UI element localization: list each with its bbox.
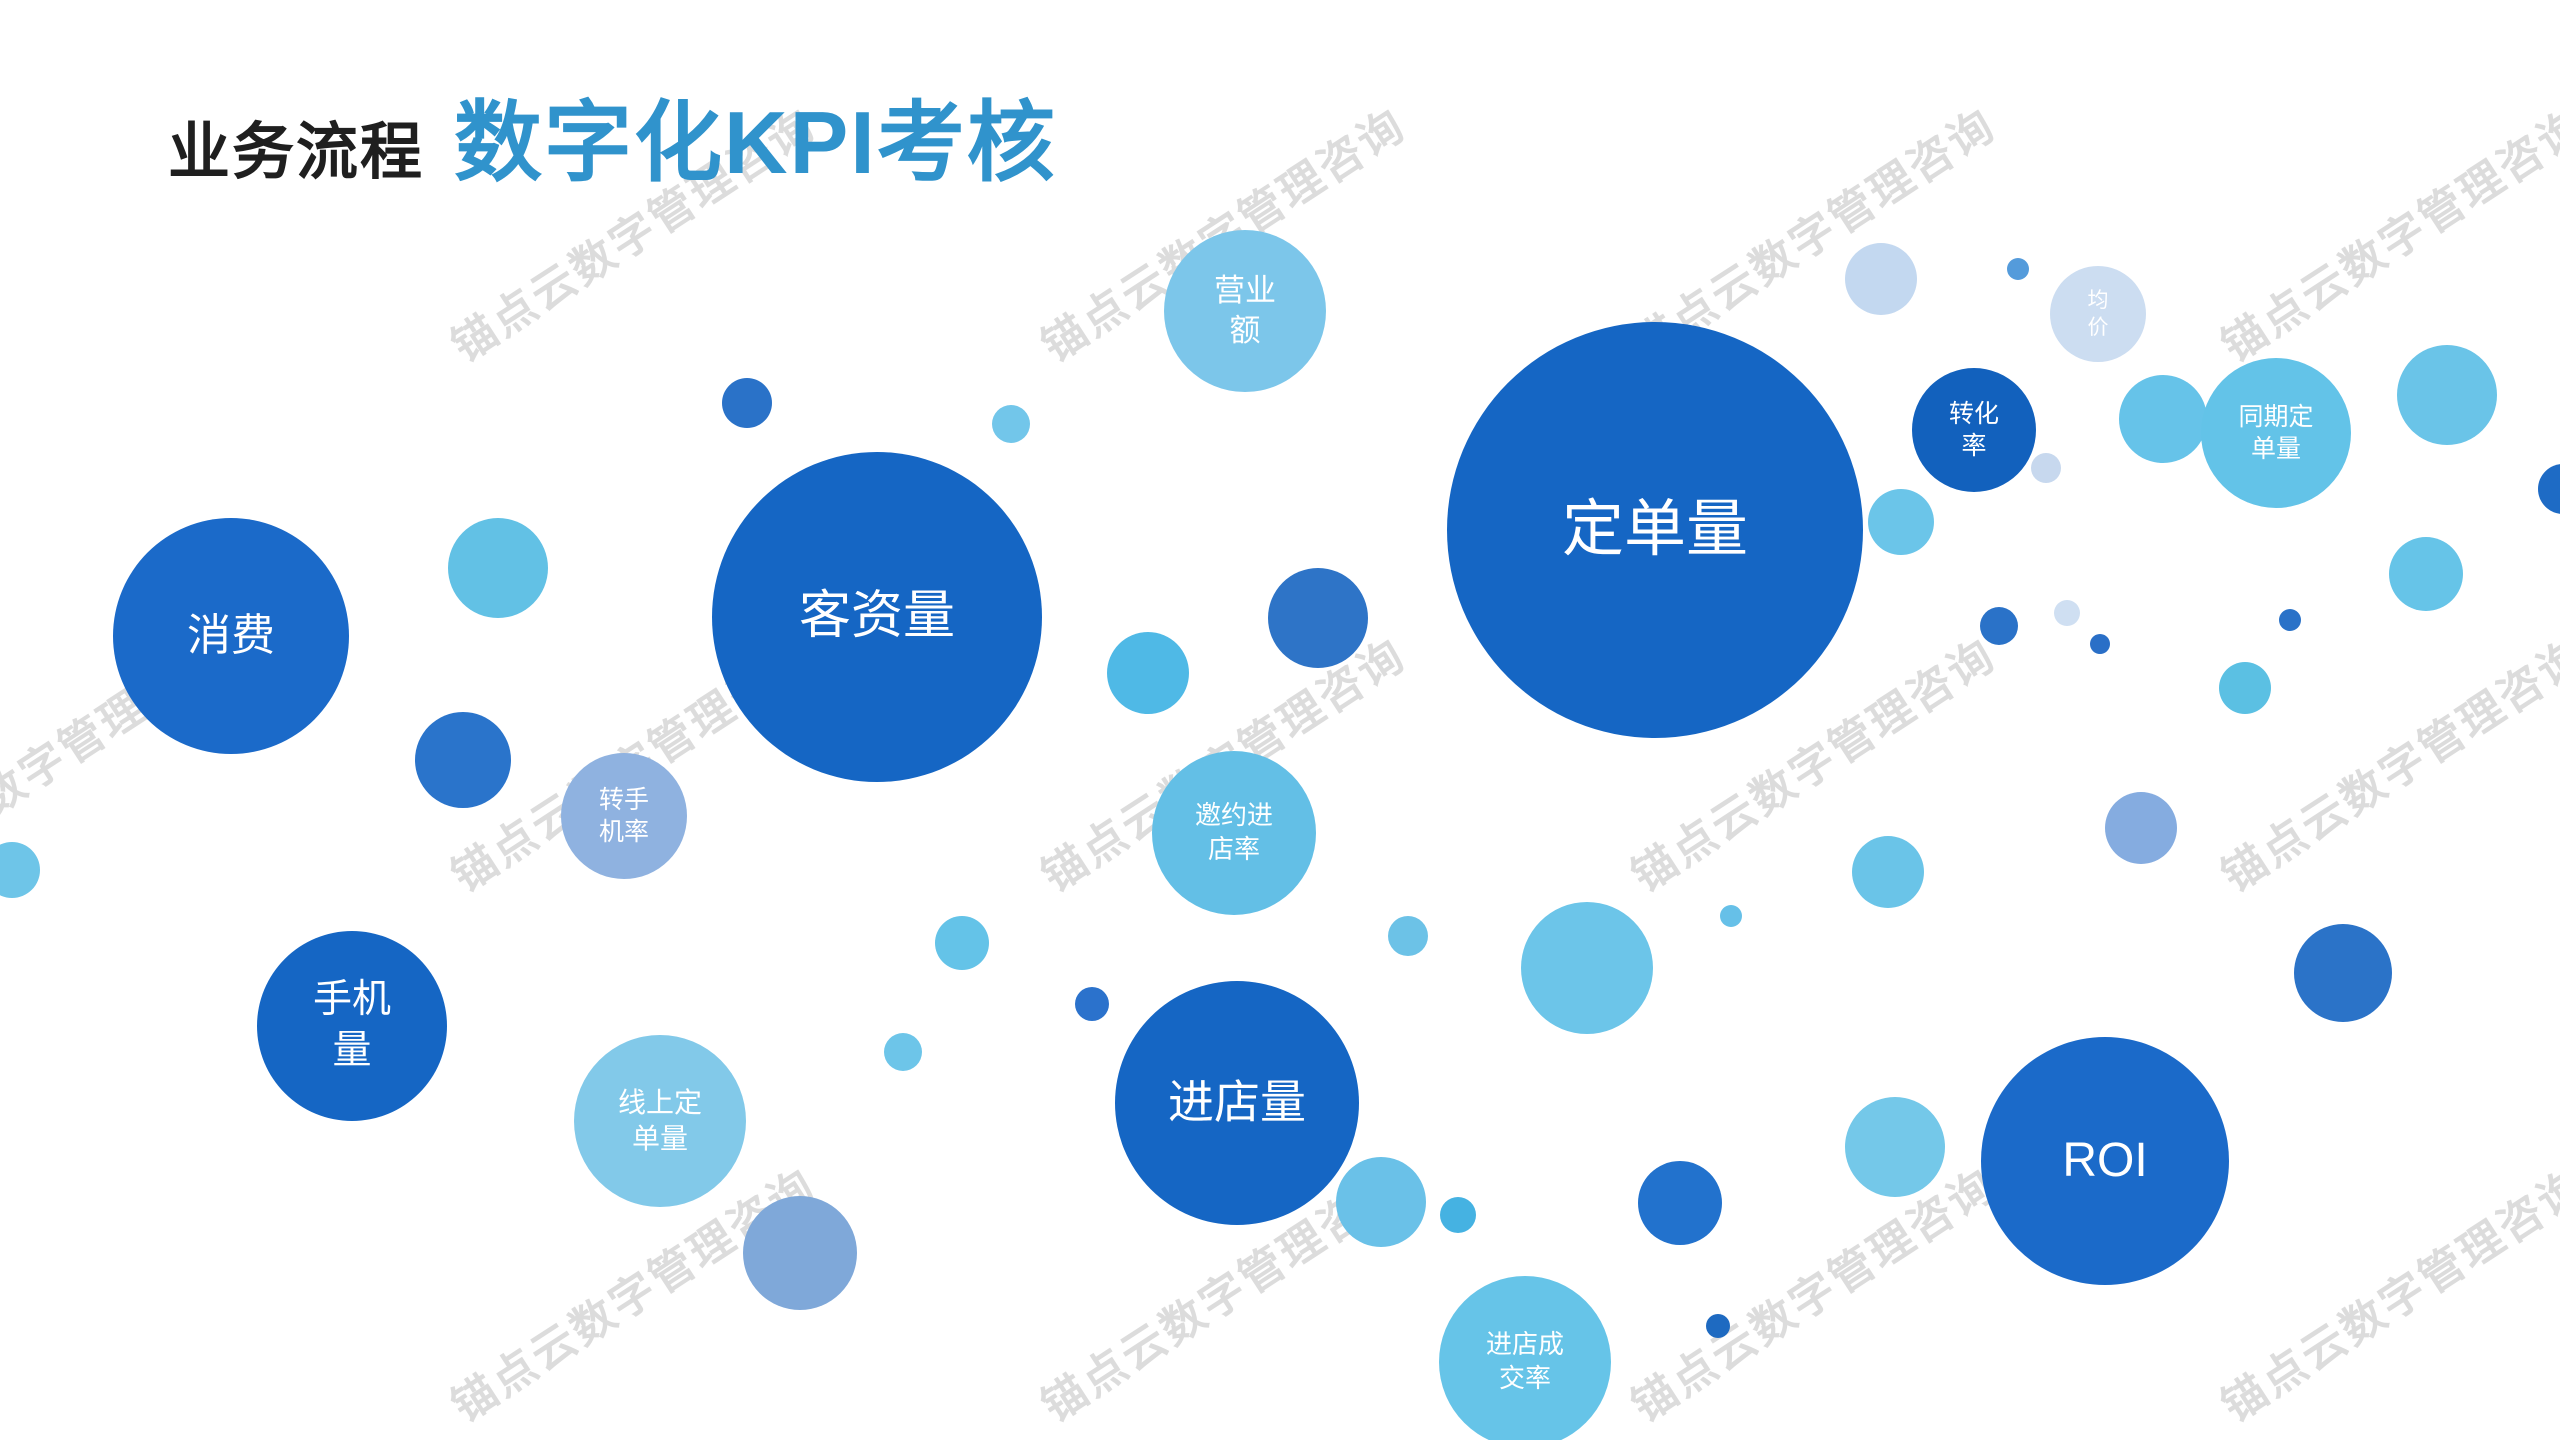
decor-circle bbox=[1521, 902, 1653, 1034]
decor-circle bbox=[1868, 489, 1934, 555]
title-main: 数字化KPI考核 bbox=[454, 93, 1057, 192]
decor-circle bbox=[2031, 453, 2061, 483]
kpi-bubble-same-period-orders: 同期定 单量 bbox=[2201, 358, 2351, 508]
kpi-bubble-visit-close-rate: 进店成 交率 bbox=[1439, 1276, 1611, 1440]
kpi-bubble-label: 客资量 bbox=[798, 587, 955, 646]
title-prefix: 业务流程 bbox=[168, 118, 425, 187]
kpi-bubble-label: 转手 机率 bbox=[598, 785, 649, 847]
decor-circle bbox=[1336, 1157, 1426, 1247]
decor-circle bbox=[935, 916, 989, 970]
kpi-bubble-label: 均价 bbox=[2087, 288, 2109, 339]
decor-circle bbox=[2397, 345, 2497, 445]
decor-circle bbox=[1852, 836, 1924, 908]
decor-circle bbox=[1706, 1314, 1730, 1338]
kpi-bubble-phone-leads: 手机量 bbox=[257, 931, 447, 1121]
watermark-text: 锚点云数字管理咨询 bbox=[2213, 630, 2560, 902]
kpi-bubble-online-orders: 线上定 单量 bbox=[574, 1035, 746, 1207]
kpi-bubble-label: ROI bbox=[2062, 1133, 2148, 1187]
decor-circle bbox=[415, 712, 511, 808]
decor-circle bbox=[2007, 258, 2029, 280]
decor-circle bbox=[2389, 537, 2463, 611]
watermark-text: 锚点云数字管理咨询 bbox=[2213, 100, 2560, 372]
decor-circle bbox=[884, 1033, 922, 1071]
kpi-bubble-revenue: 营业额 bbox=[1164, 230, 1326, 392]
decor-circle bbox=[2219, 662, 2271, 714]
watermark-text: 锚点云数字管理咨询 bbox=[2213, 1160, 2560, 1432]
kpi-bubble-store-visits: 进店量 bbox=[1115, 981, 1359, 1225]
decor-circle bbox=[2054, 600, 2080, 626]
decor-circle bbox=[722, 378, 772, 428]
kpi-bubble-label: 进店成 交率 bbox=[1485, 1329, 1564, 1393]
kpi-bubble-conversion-rate: 转化率 bbox=[1912, 368, 2036, 492]
kpi-bubble-roi: ROI bbox=[1981, 1037, 2229, 1285]
kpi-bubble-label: 邀约进 店率 bbox=[1194, 800, 1273, 864]
decor-circle bbox=[0, 842, 40, 898]
kpi-bubble-avg-price: 均价 bbox=[2050, 266, 2146, 362]
kpi-bubble-label: 进店量 bbox=[1168, 1076, 1306, 1129]
kpi-bubble-label: 转化率 bbox=[1948, 399, 1999, 461]
decor-circle bbox=[2090, 634, 2110, 654]
kpi-bubble-consumption: 消费 bbox=[113, 518, 349, 754]
page-title: 业务流程 数字化KPI考核 bbox=[168, 72, 1057, 199]
decor-circle bbox=[1107, 632, 1189, 714]
decor-circle bbox=[2294, 924, 2392, 1022]
kpi-bubble-label: 消费 bbox=[187, 611, 275, 661]
decor-circle bbox=[1075, 987, 1109, 1021]
kpi-bubble-customer-leads: 客资量 bbox=[712, 452, 1042, 782]
kpi-bubble-label: 营业额 bbox=[1214, 272, 1276, 348]
kpi-bubble-order-volume: 定单量 bbox=[1447, 322, 1863, 738]
decor-circle bbox=[1388, 916, 1428, 956]
kpi-bubble-phone-conversion-rate: 转手 机率 bbox=[561, 753, 687, 879]
decor-circle bbox=[1720, 905, 1742, 927]
decor-circle bbox=[1638, 1161, 1722, 1245]
decor-circle bbox=[2105, 792, 2177, 864]
decor-circle bbox=[2119, 375, 2207, 463]
kpi-bubble-label: 定单量 bbox=[1561, 494, 1748, 564]
decor-circle bbox=[2538, 464, 2560, 514]
kpi-bubble-label: 同期定 单量 bbox=[2238, 402, 2314, 464]
decor-circle bbox=[992, 405, 1030, 443]
decor-circle bbox=[1268, 568, 1368, 668]
decor-circle bbox=[743, 1196, 857, 1310]
decor-circle bbox=[448, 518, 548, 618]
decor-circle bbox=[2279, 609, 2301, 631]
kpi-bubble-invite-visit-rate: 邀约进 店率 bbox=[1152, 751, 1316, 915]
decor-circle bbox=[1845, 1097, 1945, 1197]
kpi-bubble-label: 手机量 bbox=[312, 978, 391, 1072]
decor-circle bbox=[1980, 607, 2018, 645]
decor-circle bbox=[1845, 243, 1917, 315]
kpi-bubble-label: 线上定 单量 bbox=[617, 1086, 702, 1154]
decor-circle bbox=[1440, 1197, 1476, 1233]
